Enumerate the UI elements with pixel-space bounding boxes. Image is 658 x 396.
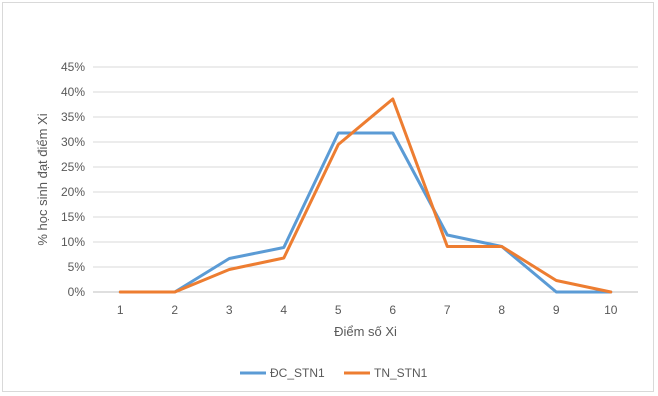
chart-frame: 0% 5% 10% 15% 20% 25% 30% 35% 40% 45% 1 2 3 4 5 6 7 8 9 10… — [2, 2, 654, 392]
y-tick-label: 45% — [61, 60, 85, 74]
x-axis-ticks: 1 2 3 4 5 6 7 8 9 10 — [117, 303, 618, 317]
legend-label-2: TN_STN1 — [374, 366, 428, 380]
y-tick-label: 5% — [68, 260, 86, 274]
series-line-2 — [118, 97, 613, 294]
x-tick-label: 4 — [280, 303, 287, 317]
x-tick-label: 9 — [553, 303, 560, 317]
x-tick-label: 10 — [604, 303, 618, 317]
y-axis-title: % học sinh đạt điểm Xi — [35, 113, 50, 245]
series-line-1 — [118, 131, 613, 294]
x-axis-title: Điểm số Xi — [334, 324, 397, 339]
legend: ĐC_STN1 TN_STN1 — [240, 366, 428, 380]
y-tick-label: 30% — [61, 135, 85, 149]
x-tick-label: 5 — [335, 303, 342, 317]
y-tick-label: 15% — [61, 210, 85, 224]
gridlines — [93, 66, 638, 293]
x-tick-label: 8 — [498, 303, 505, 317]
series-lines — [118, 97, 613, 294]
x-tick-label: 1 — [117, 303, 124, 317]
x-tick-label: 6 — [389, 303, 396, 317]
y-tick-label: 20% — [61, 185, 85, 199]
y-tick-label: 35% — [61, 110, 85, 124]
x-tick-label: 2 — [171, 303, 178, 317]
chart-area: 0% 5% 10% 15% 20% 25% 30% 35% 40% 45% 1 2 3 4 5 6 7 8 9 10… — [35, 60, 638, 380]
y-tick-label: 40% — [61, 85, 85, 99]
y-tick-label: 0% — [68, 285, 86, 299]
y-tick-label: 25% — [61, 160, 85, 174]
y-axis-ticks: 0% 5% 10% 15% 20% 25% 30% 35% 40% 45% — [61, 60, 85, 299]
x-tick-label: 7 — [444, 303, 451, 317]
y-tick-label: 10% — [61, 235, 85, 249]
legend-label-1: ĐC_STN1 — [270, 366, 325, 380]
x-tick-label: 3 — [226, 303, 233, 317]
